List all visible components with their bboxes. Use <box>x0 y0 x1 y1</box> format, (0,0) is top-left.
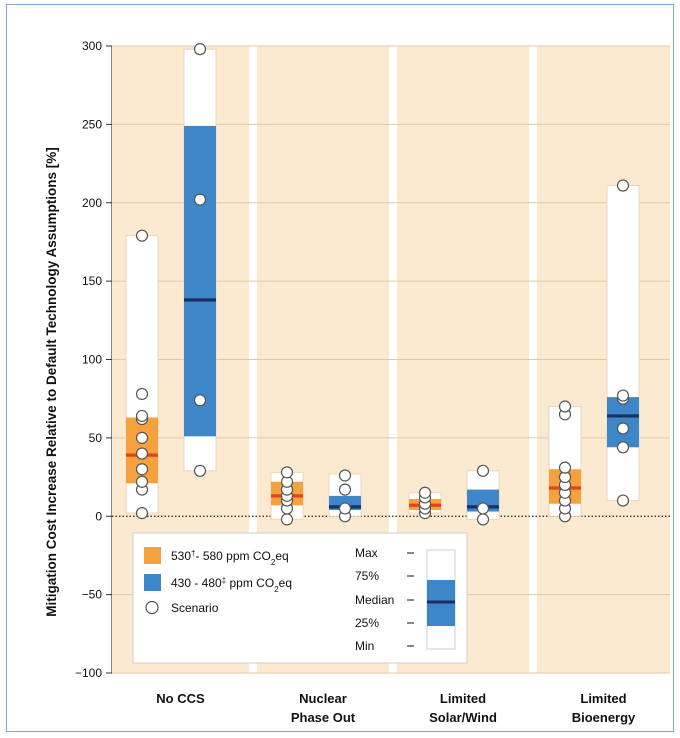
y-tick-label: 50 <box>89 431 103 445</box>
category-label: Nuclear <box>299 691 347 706</box>
scenario-point <box>135 507 149 520</box>
scenario-point <box>135 463 149 476</box>
scenario-point <box>338 483 352 496</box>
scenario-point <box>135 431 149 444</box>
scenario-point <box>280 466 294 479</box>
scenario-point <box>280 513 294 526</box>
legend-label: 430 - 480‡ ppm CO2eq <box>171 576 292 594</box>
y-tick-label: 200 <box>82 196 102 210</box>
category-label-line2: Solar/Wind <box>429 710 497 725</box>
scenario-point <box>476 513 490 526</box>
y-tick-label: −100 <box>75 666 102 680</box>
scenario-point <box>135 475 149 488</box>
scenario-point <box>616 179 630 192</box>
scenario-point <box>558 400 572 413</box>
iqr-box <box>184 125 216 437</box>
key-label: Max <box>355 546 378 560</box>
iqr-box <box>607 397 639 448</box>
scenario-point <box>193 464 207 477</box>
category-label: Limited <box>440 691 486 706</box>
legend-label: Scenario <box>171 601 219 615</box>
scenario-point <box>418 486 432 499</box>
legend-label: 530†- 580 ppm CO2eq <box>171 549 289 567</box>
scenario-point <box>338 469 352 482</box>
key-label: Median <box>355 593 394 607</box>
key-label: Min <box>355 639 374 653</box>
legend-swatch <box>144 574 161 591</box>
key-label: 25% <box>355 616 379 630</box>
y-tick-label: 100 <box>82 353 102 367</box>
category-label: No CCS <box>156 691 205 706</box>
category-label-line2: Bioenergy <box>572 710 636 725</box>
scenario-point <box>193 193 207 206</box>
scenario-point <box>135 409 149 423</box>
legend-swatch <box>144 547 161 564</box>
scenario-point <box>135 447 149 460</box>
scenario-point <box>616 441 630 454</box>
legend-scenario-marker <box>145 600 159 615</box>
y-tick-label: 150 <box>82 274 102 288</box>
category-label: Limited <box>580 691 626 706</box>
scenario-point <box>193 394 207 407</box>
scenario-point <box>135 229 149 242</box>
y-axis-label: Mitigation Cost Increase Relative to Def… <box>44 147 59 617</box>
scenario-point <box>135 387 149 401</box>
scenario-point <box>476 464 490 477</box>
y-tick-label: 0 <box>95 509 102 523</box>
figure-frame <box>6 4 674 732</box>
y-tick-label: 300 <box>82 39 102 53</box>
y-tick-label: 250 <box>82 117 102 131</box>
key-label: 75% <box>355 569 379 583</box>
y-tick-label: −50 <box>82 588 103 602</box>
scenario-point <box>616 422 630 435</box>
scenario-point <box>558 461 572 474</box>
scenario-point <box>193 43 207 56</box>
scenario-point <box>616 389 630 402</box>
scenario-point <box>476 502 490 515</box>
category-label-line2: Phase Out <box>291 710 356 725</box>
scenario-point <box>616 494 630 507</box>
scenario-point <box>338 502 352 515</box>
legend <box>132 532 468 664</box>
